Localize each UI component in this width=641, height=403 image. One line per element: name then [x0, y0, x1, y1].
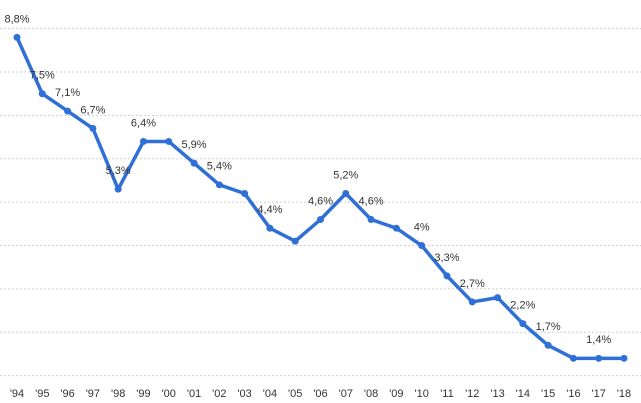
point	[291, 237, 299, 245]
x-tick-label: '08	[364, 388, 378, 400]
point	[519, 320, 527, 328]
point	[569, 354, 577, 362]
x-tick-label: '16	[566, 388, 580, 400]
x-tick-label: '04	[263, 388, 277, 400]
value-label: 6,4%	[131, 117, 156, 129]
point	[139, 137, 147, 145]
value-label: 7,5%	[30, 70, 55, 82]
value-label: 5,3%	[106, 165, 131, 177]
point	[266, 224, 274, 232]
value-label: 4,6%	[308, 195, 333, 207]
point	[190, 159, 198, 167]
x-tick-label: '10	[414, 388, 428, 400]
x-tick-label: '13	[490, 388, 504, 400]
x-tick-label: '15	[541, 388, 555, 400]
x-tick-label: '06	[313, 388, 327, 400]
x-tick-label: '05	[288, 388, 302, 400]
value-label: 6,7%	[80, 104, 105, 116]
point	[114, 185, 122, 193]
x-tick-label: '98	[111, 388, 125, 400]
value-label: 4%	[414, 221, 430, 233]
point	[620, 354, 628, 362]
value-label: 1,4%	[586, 334, 611, 346]
x-tick-label: '18	[617, 388, 631, 400]
point	[38, 90, 46, 98]
value-label: 5,4%	[207, 161, 232, 173]
point	[443, 272, 451, 280]
x-tick-label: '97	[86, 388, 100, 400]
value-label: 5,9%	[182, 139, 207, 151]
x-tick-label: '95	[35, 388, 49, 400]
point	[595, 354, 603, 362]
x-tick-label: '00	[162, 388, 176, 400]
x-tick-label: '96	[60, 388, 74, 400]
point	[468, 298, 476, 306]
x-tick-label: '12	[465, 388, 479, 400]
value-label: 4,4%	[257, 204, 282, 216]
point	[544, 341, 552, 349]
value-label: 2,7%	[460, 278, 485, 290]
point	[418, 242, 426, 250]
point	[317, 216, 324, 224]
point	[241, 189, 249, 197]
x-tick-label: '02	[212, 388, 226, 400]
value-label: 3,3%	[434, 252, 459, 264]
point	[13, 33, 21, 41]
x-tick-label: '07	[339, 388, 353, 400]
point	[89, 124, 97, 132]
x-tick-label: '14	[516, 388, 530, 400]
value-label: 2,2%	[510, 300, 535, 312]
value-label: 7,1%	[55, 87, 80, 99]
x-tick-label: '17	[592, 388, 606, 400]
point	[165, 137, 173, 145]
value-label: 1,7%	[536, 321, 561, 333]
x-tick-label: '03	[237, 388, 251, 400]
point	[367, 216, 375, 224]
point	[342, 189, 350, 197]
x-tick-label: '01	[187, 388, 201, 400]
x-tick-label: '09	[389, 388, 403, 400]
x-tick-label: '11	[440, 388, 454, 400]
x-tick-label: '94	[10, 388, 24, 400]
value-label: 8,8%	[4, 13, 29, 25]
value-label: 4,6%	[359, 195, 384, 207]
x-tick-label: '99	[136, 388, 150, 400]
point	[64, 107, 72, 115]
point	[215, 181, 223, 189]
point	[494, 294, 502, 302]
point	[392, 224, 400, 232]
value-label: 5,2%	[333, 169, 358, 181]
